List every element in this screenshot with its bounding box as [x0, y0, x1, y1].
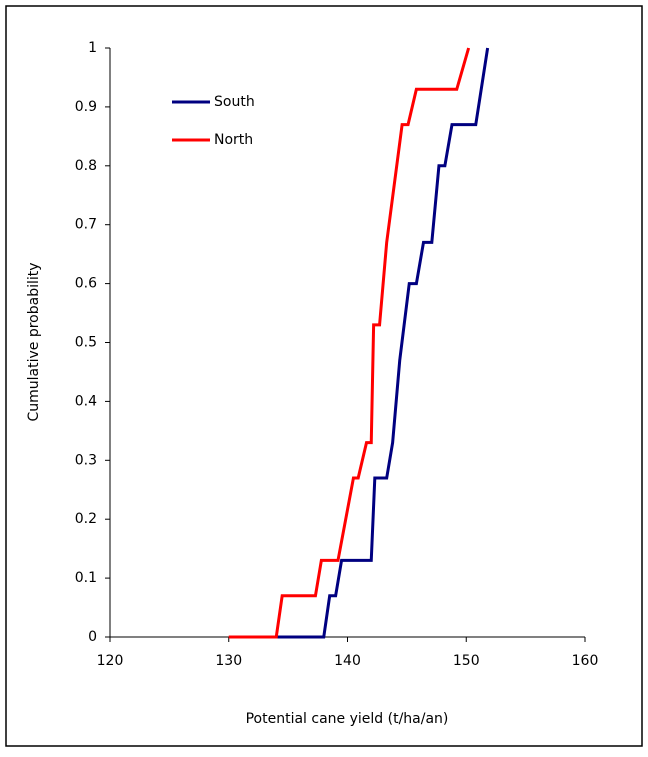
y-tick-label: 0: [88, 629, 97, 645]
y-tick-label: 0.6: [75, 276, 97, 292]
x-tick-label: 120: [97, 653, 124, 669]
y-tick-label: 0.7: [75, 217, 97, 233]
y-tick-label: 0.1: [75, 570, 97, 586]
chart-border: [5, 5, 643, 747]
x-tick-label: 150: [453, 653, 480, 669]
y-tick-label: 0.9: [75, 99, 97, 115]
y-axis-label: Cumulative probability: [26, 262, 42, 421]
y-tick-label: 1: [88, 40, 97, 56]
y-tick-label: 0.4: [75, 393, 97, 409]
legend-label: North: [214, 132, 253, 148]
x-tick-label: 140: [334, 653, 361, 669]
y-tick-label: 0.2: [75, 511, 97, 527]
x-tick-label: 160: [572, 653, 599, 669]
series-line: [228, 47, 471, 639]
y-tick-label: 0.8: [75, 158, 97, 174]
x-tick-label: 130: [215, 653, 242, 669]
x-axis-label: Potential cane yield (t/ha/an): [246, 711, 449, 727]
legend-label: South: [214, 94, 255, 110]
series-line: [276, 47, 490, 639]
y-tick-label: 0.3: [75, 452, 97, 468]
y-tick-label: 0.5: [75, 335, 97, 351]
